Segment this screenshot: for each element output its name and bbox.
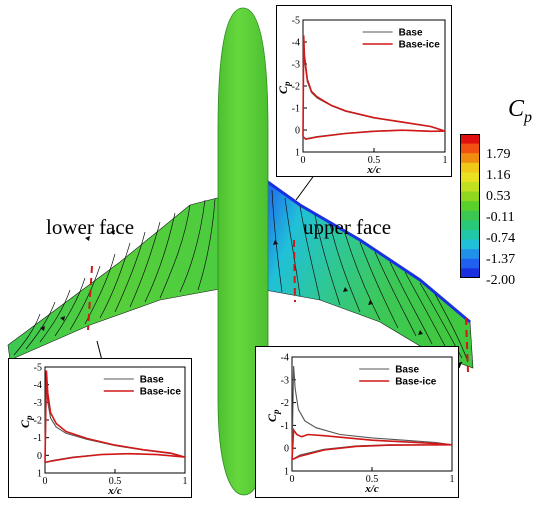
y-axis-label: Cp <box>18 415 34 428</box>
x-tick-label: 0.5 <box>366 474 379 485</box>
legend-label: Base-ice <box>140 387 182 398</box>
y-tick-label: -2 <box>34 416 42 427</box>
right-wing <box>264 178 474 373</box>
colorbar-title-sub: p <box>524 108 533 126</box>
y-tick-label: -3 <box>292 60 300 71</box>
left-wing-streamlines <box>13 198 216 356</box>
lower-section-cut <box>87 265 93 331</box>
y-axis-label: Cp <box>265 409 281 422</box>
right-wing-streamlines <box>271 189 469 363</box>
x-tick-label: 0 <box>290 474 295 485</box>
legend-label: Base-ice <box>395 377 437 388</box>
y-tick-label: 0 <box>295 126 300 137</box>
legend-label: Base-ice <box>399 40 441 51</box>
colorbar-band <box>460 143 480 154</box>
y-tick-label: -2 <box>281 398 289 409</box>
legend-label: Base <box>395 365 419 376</box>
left-wing <box>7 195 226 361</box>
x-axis-label: x/c <box>107 485 122 497</box>
upper-root-section-cut <box>293 239 296 303</box>
x-tick-label: 0 <box>43 476 48 487</box>
colorbar-band <box>460 162 480 173</box>
y-tick-label: -1 <box>34 433 42 444</box>
colorbar-tick-label: -0.74 <box>486 231 516 246</box>
colorbar <box>460 134 480 278</box>
x-axis-label: x/c <box>366 164 381 176</box>
y-tick-label: -3 <box>34 398 42 409</box>
colorbar-tick-label: -2.00 <box>486 273 516 288</box>
y-tick-label: -4 <box>281 353 289 364</box>
y-tick-label: -5 <box>292 16 300 27</box>
colorbar-band <box>460 172 480 183</box>
colorbar-tick-label: 0.53 <box>486 189 511 204</box>
colorbar-band <box>460 201 480 212</box>
y-tick-label: -1 <box>292 104 300 115</box>
y-tick-label: -3 <box>281 375 289 386</box>
plot-axes-frame <box>44 366 186 474</box>
x-tick-label: 1 <box>450 474 455 485</box>
upper-face-label: upper face <box>303 215 392 239</box>
series-line <box>44 370 186 464</box>
colorbar-band <box>460 182 480 193</box>
x-axis-label: x/c <box>364 483 379 495</box>
colorbar-band <box>460 153 480 164</box>
x-tick-label: 0.5 <box>109 476 122 487</box>
colorbar-tick-label: -0.11 <box>486 210 515 225</box>
y-tick-label: -2 <box>292 82 300 93</box>
y-tick-label: 1 <box>295 148 300 159</box>
colorbar-band <box>460 134 480 145</box>
x-tick-label: 1 <box>443 155 448 166</box>
x-tick-label: 0.5 <box>368 155 381 166</box>
series-line <box>291 427 453 461</box>
legend-label: Base <box>399 28 423 39</box>
y-tick-label: -4 <box>34 380 42 391</box>
colorbar-band <box>460 239 480 250</box>
x-tick-label: 0 <box>301 155 306 166</box>
colorbar-title-main: C <box>508 96 525 122</box>
y-tick-label: -1 <box>281 421 289 432</box>
colorbar-band <box>460 268 480 278</box>
legend-label: Base <box>140 375 164 386</box>
colorbar-band <box>460 249 480 260</box>
y-tick-label: -5 <box>34 363 42 374</box>
y-tick-label: 0 <box>37 451 42 462</box>
left-wing-flow-arrows <box>40 230 115 331</box>
upper-tip-section-cut <box>465 317 469 373</box>
colorbar-band <box>460 220 480 231</box>
y-tick-label: 0 <box>284 444 289 455</box>
plot-axes-frame <box>291 356 453 472</box>
y-tick-label: -4 <box>292 38 300 49</box>
colorbar-band <box>460 230 480 241</box>
colorbar-tick-label: 1.79 <box>486 147 511 162</box>
colorbar-tick-label: 1.16 <box>486 168 511 183</box>
x-tick-label: 1 <box>183 476 188 487</box>
colorbar-frame <box>460 134 480 278</box>
series-line <box>302 35 446 141</box>
y-axis-label: Cp <box>276 81 292 94</box>
series-line <box>302 39 446 140</box>
colorbar-band <box>460 210 480 221</box>
lower-face-label: lower face <box>46 215 135 239</box>
y-tick-label: 1 <box>284 467 289 478</box>
colorbar-band <box>460 191 480 202</box>
colorbar-band <box>460 258 480 269</box>
y-tick-label: 1 <box>37 469 42 480</box>
colorbar-title: Cp <box>508 96 532 127</box>
colorbar-tick-label: -1.37 <box>486 252 516 267</box>
